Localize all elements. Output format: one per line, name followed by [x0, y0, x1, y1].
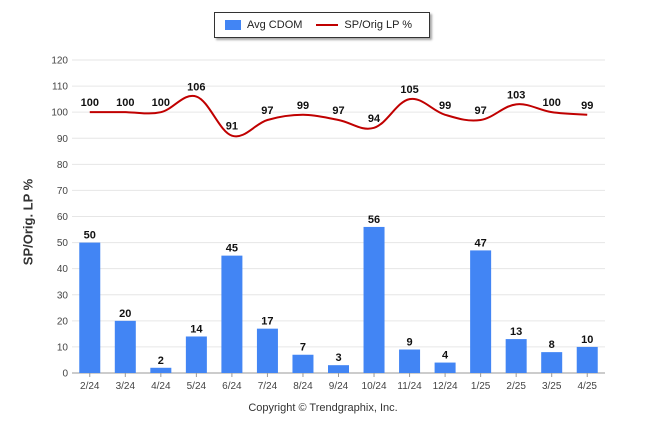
bar-data-label: 13 [510, 326, 522, 338]
y-tick-label: 60 [57, 212, 69, 223]
series-line [89, 94, 588, 138]
line-data-label: 97 [475, 105, 487, 117]
legend: Avg CDOM SP/Orig LP % [214, 12, 430, 38]
x-tick-label: 8/24 [293, 381, 313, 392]
legend-label-bar: Avg CDOM [247, 19, 303, 31]
line-data-label: 99 [297, 100, 309, 112]
legend-swatch-line [316, 24, 339, 26]
bar [114, 320, 136, 373]
y-tick-label: 10 [57, 342, 69, 353]
bar-data-label: 17 [261, 316, 273, 328]
legend-swatch-bar [225, 20, 241, 30]
y-tick-label: 110 [52, 82, 68, 93]
y-tick-label: 80 [57, 160, 69, 171]
bar [434, 362, 456, 373]
line-data-label: 106 [187, 82, 205, 94]
x-tick-label: 4/25 [577, 381, 597, 392]
y-tick-label: 120 [51, 56, 68, 67]
x-tick-label: 4/24 [151, 381, 171, 392]
x-tick-label: 3/25 [542, 381, 562, 392]
bar [185, 336, 207, 373]
y-tick-label: 0 [62, 369, 68, 380]
line-data-labels: 100 100 100 106 91 97 99 97 94 105 99 97 103 100 99 [81, 82, 594, 133]
bar-data-label: 50 [84, 230, 96, 242]
bar-data-label: 2 [158, 355, 164, 367]
line-data-label: 91 [226, 121, 238, 133]
y-tick-label: 70 [57, 186, 69, 197]
bar [328, 365, 349, 373]
x-tick-label: 5/24 [187, 381, 207, 392]
bar [292, 354, 314, 373]
y-axis-label: SP/Orig. LP % [20, 178, 36, 266]
bar [221, 255, 243, 373]
bar [541, 352, 563, 373]
bar-data-label: 10 [581, 334, 593, 346]
line-data-label: 97 [332, 105, 344, 117]
x-tick-label: 10/24 [362, 381, 387, 392]
bar [505, 339, 527, 373]
y-tick-label: 50 [57, 238, 69, 249]
bar-data-label: 7 [300, 342, 306, 354]
bar-data-label: 4 [442, 350, 449, 362]
bar-data-label: 3 [335, 352, 341, 364]
x-tick-label: 12/24 [433, 381, 458, 392]
line-data-label: 100 [543, 97, 561, 109]
line-data-label: 103 [507, 89, 525, 101]
y-tick-label: 40 [57, 264, 69, 275]
line-data-label: 100 [116, 97, 134, 109]
line-data-label: 99 [439, 100, 451, 112]
legend-label-line: SP/Orig LP % [344, 19, 413, 31]
bar-series [79, 226, 598, 373]
bar [470, 250, 492, 373]
line-series [89, 94, 588, 138]
line-data-label: 94 [368, 113, 381, 125]
line-data-label: 99 [581, 100, 593, 112]
x-axis-ticks: 2/24 3/24 4/24 5/24 6/24 7/24 8/24 9/24 10/24 11/… [80, 373, 597, 392]
legend-item-line: SP/Orig LP % [302, 19, 412, 31]
bar-data-label: 45 [226, 243, 238, 255]
y-tick-label: 100 [51, 108, 68, 119]
line-data-label: 100 [81, 97, 99, 109]
bar [576, 346, 598, 373]
x-tick-label: 7/24 [258, 381, 278, 392]
bar [79, 242, 101, 373]
x-tick-label: 6/24 [222, 381, 242, 392]
bar-data-labels: 50 20 2 14 45 17 7 3 56 9 4 47 13 8 10 [84, 214, 594, 367]
bar-data-label: 20 [119, 308, 131, 320]
copyright-text: Copyright © Trendgraphix, Inc. [248, 402, 398, 414]
y-tick-label: 30 [57, 290, 69, 301]
y-axis-ticks: 0 10 20 30 40 50 60 70 80 90 100 110 120 [51, 56, 68, 380]
line-data-label: 97 [261, 105, 273, 117]
line-data-label: 105 [400, 84, 418, 96]
line-data-label: 100 [152, 97, 170, 109]
bar [150, 367, 172, 373]
bar [399, 349, 421, 373]
x-tick-label: 2/25 [506, 381, 526, 392]
y-tick-label: 20 [57, 316, 69, 327]
y-tick-label: 90 [57, 134, 69, 145]
bar [256, 328, 278, 373]
bar-data-label: 47 [475, 237, 487, 249]
x-tick-label: 2/24 [80, 381, 100, 392]
bar-data-label: 8 [549, 339, 555, 351]
x-tick-label: 1/25 [471, 381, 491, 392]
x-tick-label: 9/24 [329, 381, 349, 392]
bar-data-label: 9 [407, 337, 413, 349]
bar-data-label: 14 [190, 323, 203, 335]
bar [363, 226, 385, 373]
bar-data-label: 56 [368, 214, 380, 226]
legend-item-bar: Avg CDOM [215, 19, 302, 31]
x-tick-label: 3/24 [116, 381, 136, 392]
x-tick-label: 11/24 [397, 381, 422, 392]
